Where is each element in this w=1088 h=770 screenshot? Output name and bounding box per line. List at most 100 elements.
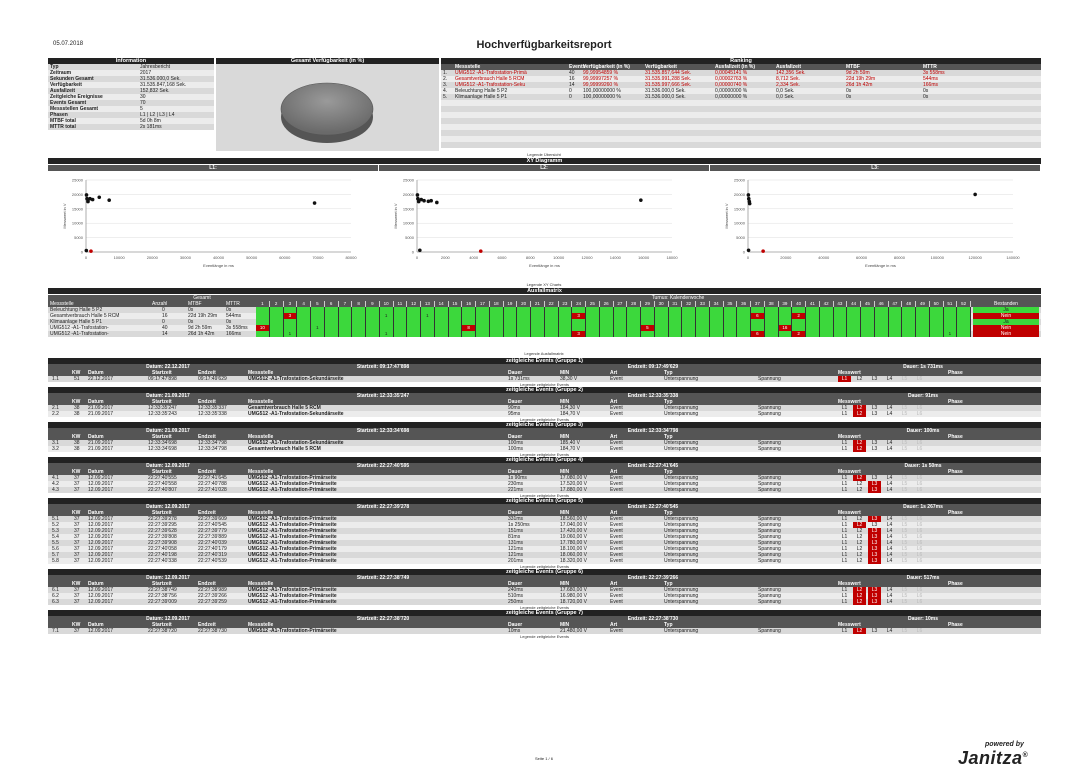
event-mess: UMG512 -A1-Trafostation-Primärseite	[248, 552, 337, 558]
event-dauer: 1s 731ms	[508, 376, 530, 382]
phase-l5: L5	[901, 628, 908, 634]
phase-indicators: L1 L2 L3 L4 L5 L6	[838, 376, 1038, 382]
event-mess: UMG512 -A1-Trafostation-Primärseite	[248, 540, 337, 546]
phase-indicators: L1 L2 L3 L4 L5 L6	[838, 552, 1038, 558]
ranking-ap: 0,00045141 %	[715, 70, 748, 76]
event-end: 22:27:40'545	[198, 522, 227, 528]
group-col-datum: Datum	[88, 622, 104, 628]
event-idx: 5.1	[52, 516, 59, 522]
event-wert: Spannung	[758, 587, 781, 593]
week-cell	[324, 331, 339, 337]
event-idx: 3.2	[52, 446, 59, 452]
event-idx: 7.1	[52, 628, 59, 634]
phase-l5: L5	[901, 587, 908, 593]
event-start: 22:27:40'558	[148, 481, 177, 487]
ranking-rank: 3.	[443, 82, 448, 88]
ranking-header: Verfügbarkeit	[645, 64, 677, 70]
week-header: 34	[709, 301, 724, 307]
phase-l2: L2	[853, 440, 866, 446]
event-row: 5.6 37 12.09.2017 22:27:40'058 22:27:40'179 U…	[48, 546, 1041, 552]
ranking-ap: 0,00000000 %	[715, 94, 748, 100]
x-axis-label: Eventlänge in ms	[203, 263, 234, 268]
legend-events: Legende zeitgleiche Events	[520, 493, 569, 498]
event-min: 184,70 V	[560, 411, 581, 417]
y-tick-label: 20000	[72, 192, 84, 197]
info-label: Ausfallzeit	[50, 88, 76, 94]
week-cell	[283, 319, 298, 325]
group-summary: Datum: 12.09.2017 Startzeit: 22:27:38'720…	[48, 616, 1041, 622]
week-cell	[476, 325, 490, 331]
week-cell	[613, 331, 628, 337]
phase-l5: L5	[901, 522, 908, 528]
event-idx: 2.1	[52, 405, 59, 411]
phase-l3: L3	[871, 376, 878, 382]
event-min: 18.100,00 V	[560, 546, 587, 552]
week-header: 26	[599, 301, 614, 307]
event-typ: Unterspannung	[664, 440, 699, 446]
event-start: 22:27:39'628	[148, 528, 177, 534]
week-cell	[682, 313, 696, 319]
ranking-mttr: 0s	[923, 88, 929, 94]
group-summary: Datum: 12.09.2017 Startzeit: 22:27:39'278…	[48, 504, 1041, 510]
week-cell	[256, 313, 270, 319]
event-datum: 21.09.2017	[88, 440, 114, 446]
week-cell	[819, 331, 834, 337]
matrix-row-mtbf: 22d 19h 29m	[188, 313, 218, 319]
event-wert: Spannung	[758, 411, 781, 417]
event-row: 5.7 37 12.09.2017 22:27:40'198 22:27:40'319 U…	[48, 552, 1041, 558]
event-art: Event	[610, 593, 623, 599]
group-col-typ: Typ	[664, 622, 673, 628]
phase-l5: L5	[901, 481, 908, 487]
event-min: 17.680,00 V	[560, 587, 587, 593]
ranking-row: 4. Beleuchtung Halle 5 P2 0 100,00000000 % 3…	[441, 88, 1041, 94]
week-cell	[297, 307, 311, 313]
phase-l5: L5	[901, 487, 908, 493]
event-art: Event	[610, 599, 623, 605]
group-end: Endzeit: 12:33:34'798	[627, 428, 679, 434]
phase-l2: L2	[856, 540, 863, 546]
week-header: 9	[366, 301, 380, 307]
event-row: 2.1 38 21.09.2017 12:33:35'247 12:33:35'337 G…	[48, 405, 1041, 411]
info-label: Phasen	[50, 112, 68, 118]
phase-l1: L1	[841, 540, 848, 546]
week-header: 35	[723, 301, 738, 307]
phase-l1: L1	[841, 546, 848, 552]
y-tick-label: 10000	[403, 221, 415, 226]
week-header: 48	[902, 301, 916, 307]
week-cell	[654, 319, 669, 325]
week-header: 15	[448, 301, 463, 307]
event-groups: zeitgleiche Events (Gruppe 1) Datum: 22.1…	[48, 358, 1041, 639]
event-wert: Spannung	[758, 599, 781, 605]
group-col-end: Endzeit	[198, 622, 216, 628]
week-cell: 1	[379, 313, 394, 319]
week-cell	[668, 331, 683, 337]
week-header: 13	[421, 301, 435, 307]
event-wert: Spannung	[758, 628, 781, 634]
week-cell	[599, 319, 614, 325]
phase-l5: L5	[901, 593, 908, 599]
group-start: Startzeit: 12:33:35'247	[356, 393, 410, 399]
week-header: 19	[503, 301, 518, 307]
event-dauer: 10ms	[508, 628, 521, 634]
week-cell	[297, 319, 311, 325]
event-kw: 38	[74, 411, 80, 417]
matrix-row-passed: Nein	[973, 325, 1039, 331]
phase-l5: L5	[901, 446, 908, 452]
phase-l6: L6	[916, 528, 923, 534]
event-row: 6.1 37 12.09.2017 22:27:38'749 22:27:38'989 U…	[48, 587, 1041, 593]
phase-l5: L5	[901, 405, 908, 411]
matrix-header-group: Gesamt Turnus: Kalenderwoche	[48, 295, 1041, 301]
week-header: 39	[778, 301, 793, 307]
event-datum: 12.09.2017	[88, 534, 114, 540]
event-start: 22:27:39'908	[148, 540, 177, 546]
ranking-a: 0,0 Sek.	[776, 88, 795, 94]
event-art: Event	[610, 376, 623, 382]
phase-l5: L5	[901, 376, 908, 382]
event-art: Event	[610, 546, 623, 552]
group-col-dauer: Dauer	[508, 622, 523, 628]
event-wert: Spannung	[758, 487, 781, 493]
data-point	[97, 195, 102, 200]
group-col-wert: Messwert	[838, 434, 861, 440]
event-row: 4.2 37 12.09.2017 22:27:40'558 22:27:40'788 U…	[48, 481, 1041, 487]
week-cell	[929, 331, 944, 337]
